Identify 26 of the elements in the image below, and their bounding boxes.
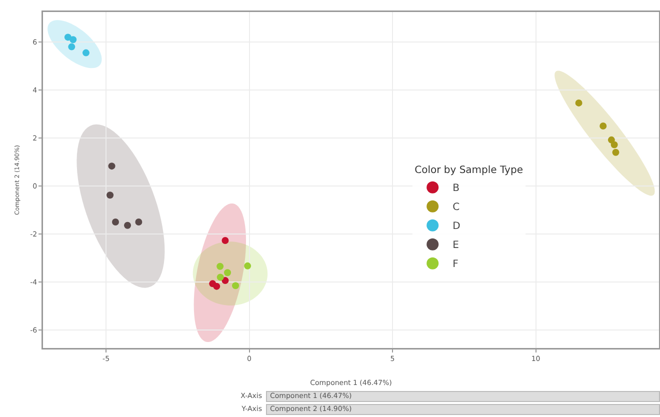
point: [232, 282, 240, 290]
point: [610, 141, 618, 148]
point: [82, 49, 90, 56]
legend-label: D: [452, 221, 461, 232]
point: [612, 148, 620, 156]
point: [112, 218, 119, 226]
point: [106, 192, 114, 199]
point: [222, 277, 229, 284]
legend-label: E: [452, 240, 459, 252]
legend-title: Color by Sample Type: [414, 164, 523, 176]
point: [222, 236, 229, 244]
point: [135, 218, 142, 226]
point: [600, 122, 607, 130]
point: [124, 222, 132, 229]
legend-label: B: [452, 183, 460, 194]
point: [68, 43, 76, 50]
point: [224, 269, 232, 276]
point: [244, 262, 252, 270]
point: [70, 36, 77, 44]
point: [216, 274, 224, 281]
point: [216, 262, 224, 270]
point: [108, 162, 116, 170]
legend-label: F: [452, 259, 459, 270]
legend-label: C: [452, 202, 460, 214]
point: [575, 99, 582, 106]
point: [213, 282, 220, 290]
